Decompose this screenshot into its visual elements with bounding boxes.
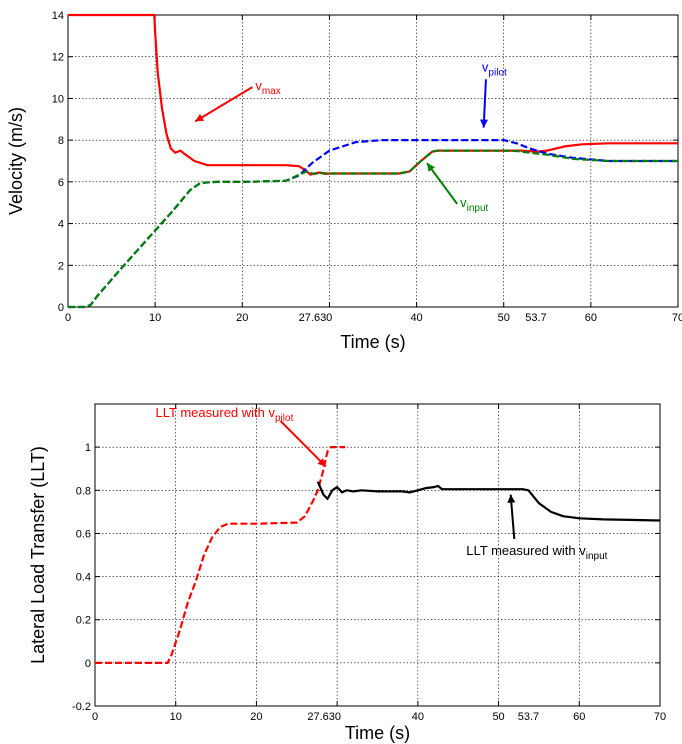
y-tick-label: 0.6	[76, 528, 91, 540]
series-line-v-input	[68, 149, 678, 309]
annotation-text: LLT measured with v	[466, 543, 586, 558]
annotation-label: LLT measured with vpilot	[156, 405, 294, 424]
x-tick-label: 27.630	[299, 312, 333, 324]
annotation-text: LLT measured with v	[156, 405, 276, 420]
y-tick-label: 0.2	[76, 615, 91, 627]
x-tick-label: 53.7	[518, 711, 539, 723]
annotation-label: LLT measured with vinput	[466, 543, 607, 562]
plot-frame	[94, 403, 661, 707]
x-tick-label: 40	[410, 312, 422, 324]
x-axis-label: Time (s)	[345, 723, 410, 743]
annotation-label: vinput	[460, 195, 488, 214]
annotation-arrowhead	[480, 119, 488, 128]
y-tick-label: 6	[58, 177, 64, 189]
x-tick-label: 27.630	[307, 711, 341, 723]
x-tick-label: 60	[573, 711, 585, 723]
x-tick-label: 0	[65, 312, 71, 324]
annotation-subscript: input	[467, 203, 489, 214]
y-tick-label: 10	[52, 93, 64, 105]
annotation-arrow-line	[426, 162, 458, 205]
annotation-arrowhead	[507, 494, 516, 503]
annotation-text: v	[255, 78, 262, 93]
llt-plot: 0 10 20 27.630 40 50 53.7 60 70-0.200.20.40.60.8…	[28, 403, 666, 743]
annotation-arrowhead	[427, 163, 435, 172]
x-tick-label: 50	[492, 711, 504, 723]
y-tick-label: 4	[58, 219, 64, 231]
annotation-label: vmax	[255, 78, 280, 97]
annotation-arrowhead	[317, 458, 326, 467]
x-tick-label: 50	[498, 312, 510, 324]
annotation-arrow-line	[194, 86, 253, 123]
x-tick-label: 10	[170, 711, 182, 723]
x-tick-label: 70	[654, 711, 666, 723]
x-tick-label: 40	[412, 711, 424, 723]
x-tick-label: 20	[236, 312, 248, 324]
x-tick-label: 60	[585, 312, 597, 324]
y-tick-label: 8	[58, 135, 64, 147]
annotation-label: vpilot	[482, 59, 507, 78]
annotation-arrow-line	[482, 79, 487, 128]
x-tick-label: 0	[92, 711, 98, 723]
x-tick-label: 53.7	[525, 312, 546, 324]
series-line-llt-measured-with-v-pilot	[95, 446, 346, 664]
y-axis-label: Lateral Load Transfer (LLT)	[28, 446, 48, 664]
annotation-text: v	[460, 195, 467, 210]
y-axis-label: Velocity (m/s)	[6, 107, 26, 215]
x-tick-label: 20	[250, 711, 262, 723]
y-tick-label: -0.2	[72, 701, 91, 713]
annotation-subscript: max	[262, 86, 281, 97]
y-tick-label: 1	[85, 442, 91, 454]
series-line-llt-measured-with-v-input	[316, 481, 661, 522]
annotation-subscript: input	[586, 551, 608, 562]
y-tick-label: 0	[58, 302, 64, 314]
x-axis-label: Time (s)	[340, 332, 405, 352]
annotation-subscript: pilot	[488, 67, 507, 78]
annotation-subscript: pilot	[275, 413, 294, 424]
annotation-arrow-line	[279, 420, 327, 468]
y-tick-label: 0	[85, 658, 91, 670]
y-tick-label: 0.8	[76, 485, 91, 497]
y-tick-label: 0.4	[76, 572, 91, 584]
annotation-arrowhead	[195, 113, 205, 122]
y-tick-label: 12	[52, 52, 64, 64]
y-tick-label: 14	[52, 10, 64, 22]
y-tick-label: 2	[58, 260, 64, 272]
x-tick-label: 70	[672, 312, 682, 324]
annotation-text: v	[482, 59, 489, 74]
x-tick-label: 10	[149, 312, 161, 324]
velocity-plot: 0 10 20 27.630 40 50 53.7 60 70 0 2 4 6 8 10 12 14 Time (…	[6, 10, 682, 352]
